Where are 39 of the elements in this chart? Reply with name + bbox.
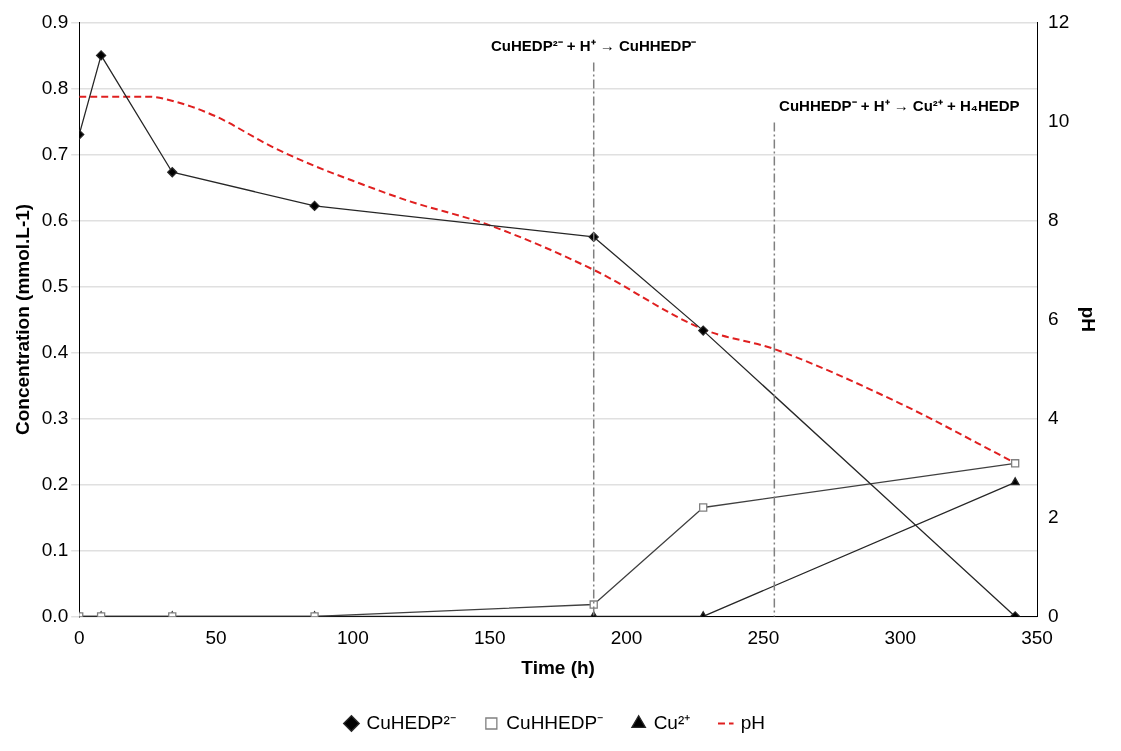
x-axis-title: Time (h) bbox=[521, 656, 595, 678]
x-tick-label: 50 bbox=[205, 627, 227, 649]
y-tick-label: 0.0 bbox=[41, 604, 69, 626]
x-tick-label: 300 bbox=[884, 627, 917, 649]
y2-tick-label: 6 bbox=[1048, 307, 1059, 329]
y2-tick-label: 4 bbox=[1048, 406, 1060, 428]
y2-tick-label: 12 bbox=[1048, 10, 1070, 32]
point bbox=[167, 167, 178, 178]
y2-tick-label: 8 bbox=[1048, 208, 1059, 230]
y2-tick-label: 0 bbox=[1048, 604, 1059, 626]
point bbox=[698, 325, 709, 336]
y-axis-title: Concentration (mmol.L-1) bbox=[11, 203, 33, 435]
x-tick-label: 0 bbox=[73, 627, 85, 649]
ref-line-label: CuHEDP²⁻ + H⁺ → CuHHEDP⁻ bbox=[491, 37, 697, 55]
y-tick-label: 0.2 bbox=[41, 472, 69, 494]
legend-label: CuHEDP²⁻ bbox=[366, 711, 456, 733]
point bbox=[1010, 477, 1020, 486]
y2-tick-label: 2 bbox=[1048, 505, 1059, 527]
x-tick-label: 200 bbox=[610, 627, 643, 649]
x-tick-label: 250 bbox=[747, 627, 780, 649]
y-tick-label: 0.4 bbox=[41, 340, 69, 362]
y-tick-label: 0.8 bbox=[41, 76, 69, 98]
ref-line-label: CuHHEDP⁻ + H⁺ → Cu²⁺ + H₄HEDP bbox=[779, 97, 1020, 115]
y-tick-label: 0.1 bbox=[41, 538, 69, 560]
y-tick-label: 0.3 bbox=[41, 406, 69, 428]
legend-label: Cu²⁺ bbox=[653, 711, 691, 733]
y-tick-label: 0.7 bbox=[41, 142, 69, 164]
y2-axis-title: pH bbox=[1078, 306, 1100, 333]
y-tick-label: 0.6 bbox=[41, 208, 69, 230]
legend-label: pH bbox=[740, 711, 766, 733]
legend-label: CuHHEDP⁻ bbox=[506, 711, 604, 733]
y2-tick-label: 10 bbox=[1048, 109, 1070, 131]
point bbox=[309, 200, 320, 212]
x-tick-label: 150 bbox=[473, 627, 506, 649]
x-tick-label: 350 bbox=[1021, 627, 1053, 649]
y-tick-label: 0.5 bbox=[41, 274, 69, 296]
x-tick-label: 100 bbox=[337, 627, 369, 649]
y-tick-label: 0.9 bbox=[41, 10, 69, 32]
point bbox=[95, 50, 107, 61]
